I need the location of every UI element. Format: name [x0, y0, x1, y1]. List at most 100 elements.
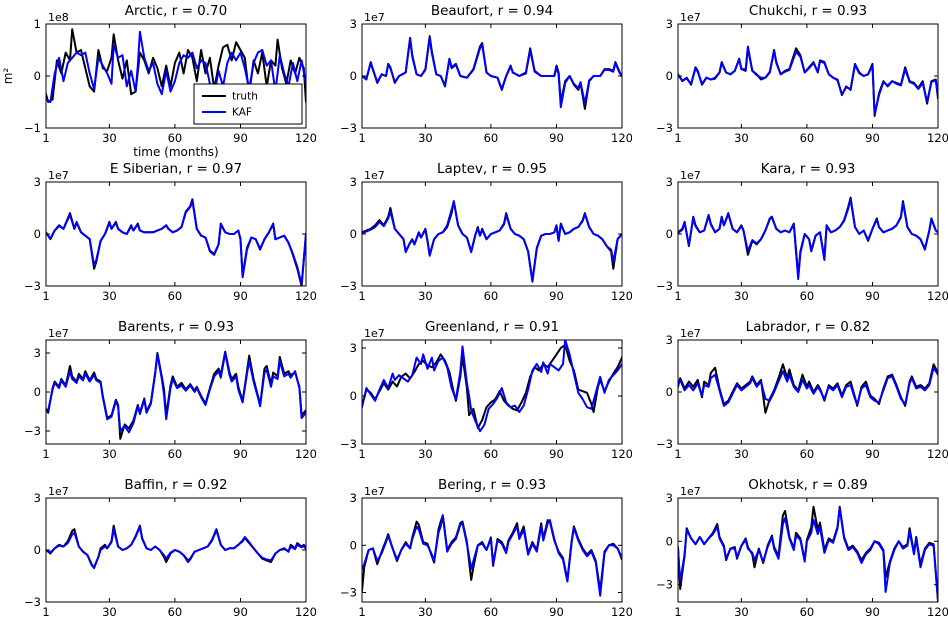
- series-group-barents: [46, 350, 306, 440]
- xtick-label-kara: 60: [800, 289, 815, 303]
- ytick-label-barents: −3: [24, 424, 41, 438]
- axes-box-greenland: [361, 339, 623, 445]
- xtick-label-arctic: 30: [102, 131, 117, 145]
- subplot-chukchi: 1 30 60 90 120 −3 0 3 Chukchi, r = 0.93 1e7: [656, 3, 948, 145]
- ytick-label-bering: 0: [350, 538, 357, 552]
- legend: truth KAF: [193, 83, 303, 125]
- ytick-label-arctic: 1: [34, 17, 41, 31]
- xtick-label-beaufort: 120: [611, 131, 632, 145]
- ytick-label-beaufort: 3: [350, 17, 357, 31]
- ytick-label-labrador: 3: [666, 333, 673, 347]
- ytick-label-e-siberian: −3: [24, 279, 41, 293]
- ytick-label-arctic: 0: [34, 69, 41, 83]
- xtick-label-arctic: 120: [295, 131, 316, 145]
- truth-line-arctic: [46, 28, 306, 103]
- ytick-label-arctic: −1: [24, 121, 41, 135]
- axes-box-barents: [45, 339, 307, 445]
- kaf-line-greenland: [362, 340, 622, 433]
- subplot-baffin: 1 30 60 90 120 −3 0 3 Baffin, r = 0.92 1e7: [24, 477, 316, 619]
- series-group-kara: [678, 196, 938, 281]
- series-group-chukchi: [678, 45, 938, 117]
- xtick-label-kara: 30: [734, 289, 749, 303]
- ytick-label-bering: −3: [340, 586, 357, 600]
- xtick-label-baffin: 60: [168, 605, 183, 619]
- series-group-baffin: [46, 524, 306, 570]
- truth-line-barents: [46, 350, 306, 440]
- xtick-label-chukchi: 60: [800, 131, 815, 145]
- xtick-label-bering: 90: [549, 605, 564, 619]
- series-group-bering: [362, 514, 622, 597]
- xtick-label-baffin: 90: [233, 605, 248, 619]
- xtick-label-baffin: 30: [102, 605, 117, 619]
- ytick-label-laptev: 3: [350, 175, 357, 189]
- xtick-label-baffin: 1: [42, 605, 49, 619]
- xtick-label-bering: 120: [611, 605, 632, 619]
- series-group-e-siberian: [46, 198, 306, 286]
- ytick-label-labrador: −3: [656, 437, 673, 451]
- scale-offset-label-baffin: 1e7: [48, 485, 69, 498]
- subplot-title-beaufort: Beaufort, r = 0.94: [431, 3, 553, 19]
- subplot-greenland: 1 30 60 90 120 −3 0 3 Greenland, r = 0.91 1e7: [340, 319, 632, 461]
- ytick-label-okhotsk: −3: [656, 578, 673, 592]
- ytick-label-laptev: −3: [340, 279, 357, 293]
- subplot-title-baffin: Baffin, r = 0.92: [124, 477, 227, 493]
- series-group-arctic: [46, 28, 306, 103]
- scale-offset-label-arctic: 1e8: [48, 11, 69, 24]
- xtick-label-barents: 120: [295, 447, 316, 461]
- scale-offset-label-barents: 1e7: [48, 327, 69, 340]
- truth-line-okhotsk: [678, 505, 938, 602]
- xtick-label-labrador: 1: [674, 447, 681, 461]
- ytick-label-laptev: 0: [350, 227, 357, 241]
- scale-offset-label-greenland: 1e7: [364, 327, 385, 340]
- xtick-label-e-siberian: 120: [295, 289, 316, 303]
- xtick-label-e-siberian: 60: [168, 289, 183, 303]
- subplot-title-e-siberian: E Siberian, r = 0.97: [110, 161, 242, 177]
- xtick-label-chukchi: 1: [674, 131, 681, 145]
- xtick-label-bering: 60: [484, 605, 499, 619]
- xtick-label-arctic: 90: [233, 131, 248, 145]
- ytick-label-beaufort: −3: [340, 121, 357, 135]
- xtick-label-okhotsk: 30: [734, 605, 749, 619]
- axes-box-kara: [677, 181, 939, 287]
- xtick-label-greenland: 90: [549, 447, 564, 461]
- subplot-kara: 1 30 60 90 120 −3 0 3 Kara, r = 0.93 1e7: [656, 161, 948, 303]
- truth-line-greenland: [362, 343, 622, 429]
- ytick-label-labrador: 0: [666, 385, 673, 399]
- xtick-label-kara: 1: [674, 289, 681, 303]
- subplot-title-chukchi: Chukchi, r = 0.93: [749, 3, 867, 19]
- subplot-arctic: 1 30 60 90 120 −1 0 1 Arctic, r = 0.70 1e8 m² time …: [1, 3, 316, 158]
- kaf-line-barents: [46, 352, 306, 434]
- xtick-label-barents: 30: [102, 447, 117, 461]
- legend-label-KAF: KAF: [232, 107, 252, 119]
- subplot-title-bering: Bering, r = 0.93: [438, 477, 546, 493]
- legend-box: [193, 83, 303, 125]
- ytick-label-e-siberian: 3: [34, 175, 41, 189]
- ytick-label-barents: 0: [34, 385, 41, 399]
- scale-offset-label-kara: 1e7: [680, 169, 701, 182]
- scale-offset-label-beaufort: 1e7: [364, 11, 385, 24]
- xtick-label-beaufort: 30: [418, 131, 433, 145]
- y-axis-label: m²: [1, 68, 15, 85]
- subplot-okhotsk: 1 30 60 90 120 −3 0 3 Okhotsk, r = 0.89 1e7: [656, 477, 948, 619]
- ytick-label-kara: 0: [666, 227, 673, 241]
- subplot-barents: 1 30 60 90 120 −3 0 3 Barents, r = 0.93 1e7: [24, 319, 316, 461]
- ytick-label-okhotsk: 3: [666, 491, 673, 505]
- xtick-label-e-siberian: 30: [102, 289, 117, 303]
- ytick-label-greenland: 0: [350, 389, 357, 403]
- x-axis-label: time (months): [133, 145, 219, 158]
- ytick-label-chukchi: −3: [656, 121, 673, 135]
- subplot-title-greenland: Greenland, r = 0.91: [425, 319, 559, 335]
- kaf-line-bering: [362, 514, 622, 597]
- truth-line-laptev: [362, 200, 622, 282]
- ytick-label-chukchi: 0: [666, 69, 673, 83]
- subplot-title-laptev: Laptev, r = 0.95: [437, 161, 547, 177]
- xtick-label-laptev: 60: [484, 289, 499, 303]
- kaf-line-kara: [678, 198, 938, 281]
- kaf-line-arctic: [46, 30, 306, 103]
- ytick-label-beaufort: 0: [350, 69, 357, 83]
- series-group-okhotsk: [678, 505, 938, 602]
- scale-offset-label-bering: 1e7: [364, 485, 385, 498]
- xtick-label-laptev: 90: [549, 289, 564, 303]
- kaf-line-labrador: [678, 366, 938, 407]
